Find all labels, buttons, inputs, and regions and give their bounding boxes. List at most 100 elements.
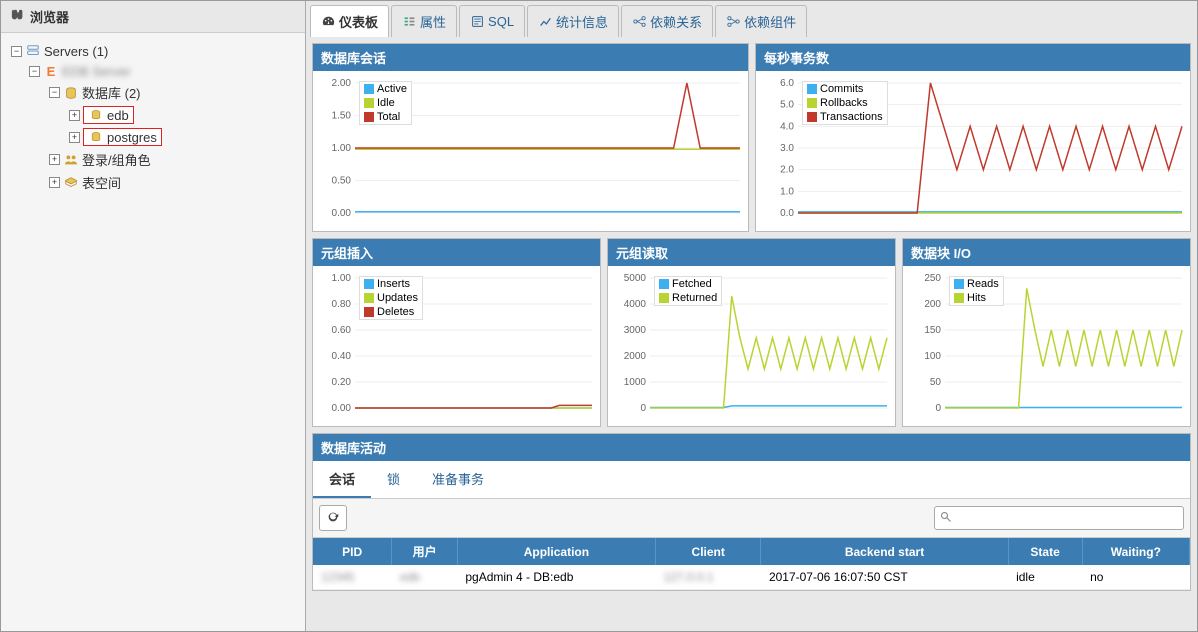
servers-icon — [25, 43, 41, 59]
cell-app: pgAdmin 4 - DB:edb — [457, 565, 655, 590]
cell-waiting: no — [1082, 565, 1189, 590]
tablespace-icon — [63, 175, 79, 191]
cell-client: 127.0.0.1 — [655, 565, 760, 590]
expand-icon[interactable]: + — [69, 132, 80, 143]
tree-databases[interactable]: − 数据库 (2) — [5, 81, 301, 104]
server-name: EDB Server — [62, 64, 131, 79]
cell-user: edb — [392, 565, 458, 590]
cell-backend: 2017-07-06 16:07:50 CST — [761, 565, 1008, 590]
tree-roles[interactable]: + 登录/组角色 — [5, 148, 301, 171]
refresh-icon — [326, 510, 340, 527]
main-tabs: 仪表板 属性 SQL 统计信息 依赖关系 依赖组件 — [306, 1, 1197, 37]
chart-tps: 0.01.02.03.04.05.06.0CommitsRollbacksTra… — [760, 77, 1186, 227]
svg-text:2.00: 2.00 — [332, 78, 352, 89]
tab-stats[interactable]: 统计信息 — [527, 5, 619, 37]
svg-text:5000: 5000 — [624, 273, 647, 284]
tree-tablespaces[interactable]: + 表空间 — [5, 171, 301, 194]
col-waiting: Waiting? — [1082, 538, 1189, 565]
svg-text:2000: 2000 — [624, 351, 647, 362]
svg-text:0.00: 0.00 — [332, 208, 352, 219]
binoculars-icon — [11, 8, 25, 25]
tab-sql[interactable]: SQL — [459, 5, 525, 37]
cell-pid: 12345 — [313, 565, 392, 590]
svg-text:100: 100 — [924, 351, 941, 362]
tab-dependents-label: 依赖组件 — [744, 12, 796, 31]
search-icon — [940, 511, 952, 526]
tablespaces-label: 表空间 — [82, 173, 121, 192]
database-icon — [88, 107, 104, 123]
panel-sessions: 数据库会话 0.000.501.001.502.00ActiveIdleTota… — [312, 43, 749, 232]
svg-text:1.0: 1.0 — [780, 186, 794, 197]
panel-bio-title: 数据块 I/O — [903, 239, 1190, 266]
svg-text:0.0: 0.0 — [780, 208, 794, 219]
tab-deps[interactable]: 依赖关系 — [621, 5, 713, 37]
svg-text:6.0: 6.0 — [780, 78, 794, 89]
col-user: 用户 — [392, 538, 458, 565]
chart-to: 010002000300040005000FetchedReturned — [612, 272, 891, 422]
svg-text:200: 200 — [924, 299, 941, 310]
svg-text:50: 50 — [930, 377, 942, 388]
activity-table: PID 用户 Application Client Backend start … — [313, 538, 1190, 590]
table-header-row: PID 用户 Application Client Backend start … — [313, 538, 1190, 565]
panel-to: 元组读取 010002000300040005000FetchedReturne… — [607, 238, 896, 427]
panel-ti-title: 元组插入 — [313, 239, 600, 266]
col-app: Application — [457, 538, 655, 565]
sql-icon — [470, 15, 484, 29]
activity-tab-locks[interactable]: 锁 — [371, 461, 416, 498]
svg-text:0.40: 0.40 — [332, 351, 352, 362]
activity-tab-sessions[interactable]: 会话 — [313, 461, 371, 498]
col-client: Client — [655, 538, 760, 565]
col-pid: PID — [313, 538, 392, 565]
tab-dependents[interactable]: 依赖组件 — [715, 5, 807, 37]
tree-servers[interactable]: − Servers (1) — [5, 41, 301, 61]
panel-to-title: 元组读取 — [608, 239, 895, 266]
collapse-icon[interactable]: − — [11, 46, 22, 57]
panel-tps: 每秒事务数 0.01.02.03.04.05.06.0CommitsRollba… — [755, 43, 1191, 232]
dashboard-content: 数据库会话 0.000.501.001.502.00ActiveIdleTota… — [306, 37, 1197, 631]
svg-text:0: 0 — [640, 403, 646, 414]
db-edb-label: edb — [107, 108, 129, 123]
panel-bio: 数据块 I/O 050100150200250ReadsHits — [902, 238, 1191, 427]
tab-stats-label: 统计信息 — [556, 12, 608, 31]
svg-text:3000: 3000 — [624, 325, 647, 336]
expand-icon[interactable]: + — [49, 154, 60, 165]
dashboard-icon — [321, 15, 335, 29]
refresh-button[interactable] — [319, 505, 347, 531]
expand-icon[interactable]: + — [69, 110, 80, 121]
roles-label: 登录/组角色 — [82, 150, 151, 169]
roles-icon — [63, 152, 79, 168]
svg-text:1000: 1000 — [624, 377, 647, 388]
sidebar-header: 浏览器 — [1, 1, 305, 33]
panel-activity: 数据库活动 会话 锁 准备事务 PID — [312, 433, 1191, 591]
svg-text:250: 250 — [924, 273, 941, 284]
activity-tab-prepared[interactable]: 准备事务 — [416, 461, 500, 498]
servers-label: Servers (1) — [44, 44, 108, 59]
expand-icon[interactable]: + — [49, 177, 60, 188]
deps-icon — [632, 15, 646, 29]
tree-db-postgres[interactable]: + postgres — [5, 126, 301, 148]
tab-dashboard[interactable]: 仪表板 — [310, 5, 389, 37]
app-root: 浏览器 − Servers (1) − E EDB Server − 数据库 (… — [0, 0, 1198, 632]
panel-ti: 元组插入 0.000.200.400.600.801.00InsertsUpda… — [312, 238, 601, 427]
stats-icon — [538, 15, 552, 29]
svg-text:150: 150 — [924, 325, 941, 336]
db-postgres-label: postgres — [107, 130, 157, 145]
svg-text:2.0: 2.0 — [780, 165, 794, 176]
svg-text:4000: 4000 — [624, 299, 647, 310]
tab-sql-label: SQL — [488, 14, 514, 29]
search-input[interactable] — [934, 506, 1184, 530]
svg-text:3.0: 3.0 — [780, 143, 794, 154]
table-row[interactable]: 12345 edb pgAdmin 4 - DB:edb 127.0.0.1 2… — [313, 565, 1190, 590]
svg-text:0.80: 0.80 — [332, 299, 352, 310]
tree-server-1[interactable]: − E EDB Server — [5, 61, 301, 81]
collapse-icon[interactable]: − — [29, 66, 40, 77]
svg-text:4.0: 4.0 — [780, 121, 794, 132]
tree-db-edb[interactable]: + edb — [5, 104, 301, 126]
collapse-icon[interactable]: − — [49, 87, 60, 98]
tab-deps-label: 依赖关系 — [650, 12, 702, 31]
svg-text:0.50: 0.50 — [332, 176, 352, 187]
chart-ti: 0.000.200.400.600.801.00InsertsUpdatesDe… — [317, 272, 596, 422]
svg-text:0.60: 0.60 — [332, 325, 352, 336]
tab-properties[interactable]: 属性 — [391, 5, 457, 37]
panel-sessions-title: 数据库会话 — [313, 44, 748, 71]
